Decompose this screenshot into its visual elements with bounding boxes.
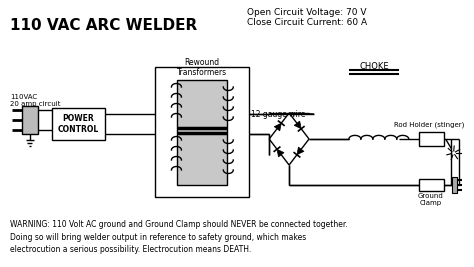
Bar: [419, 132, 444, 146]
Polygon shape: [294, 121, 301, 129]
Polygon shape: [274, 123, 281, 131]
Polygon shape: [297, 147, 304, 155]
Text: 12 gauge wire: 12 gauge wire: [251, 110, 306, 119]
Bar: [452, 177, 456, 193]
Text: 110VAC
20 amp circuit: 110VAC 20 amp circuit: [10, 94, 61, 107]
Text: Ground
Clamp: Ground Clamp: [418, 193, 444, 206]
Text: Open Circuit Voltage: 70 V: Open Circuit Voltage: 70 V: [247, 8, 367, 17]
Text: Rod Holder (stinger): Rod Holder (stinger): [394, 121, 465, 128]
Text: Rewound
Transformers: Rewound Transformers: [177, 58, 227, 77]
Polygon shape: [277, 149, 284, 157]
Bar: [22, 106, 38, 134]
Text: 110 VAC ARC WELDER: 110 VAC ARC WELDER: [10, 18, 197, 33]
Bar: [155, 67, 249, 197]
Text: Close Circuit Current: 60 A: Close Circuit Current: 60 A: [247, 18, 367, 27]
Text: POWER
CONTROL: POWER CONTROL: [58, 114, 99, 134]
Bar: [52, 108, 105, 140]
Text: WARNING: 110 Volt AC ground and Ground Clamp should NEVER be connected together.: WARNING: 110 Volt AC ground and Ground C…: [10, 220, 348, 254]
Bar: [419, 179, 444, 191]
Text: CHOKE: CHOKE: [359, 62, 389, 71]
Bar: [177, 80, 228, 185]
